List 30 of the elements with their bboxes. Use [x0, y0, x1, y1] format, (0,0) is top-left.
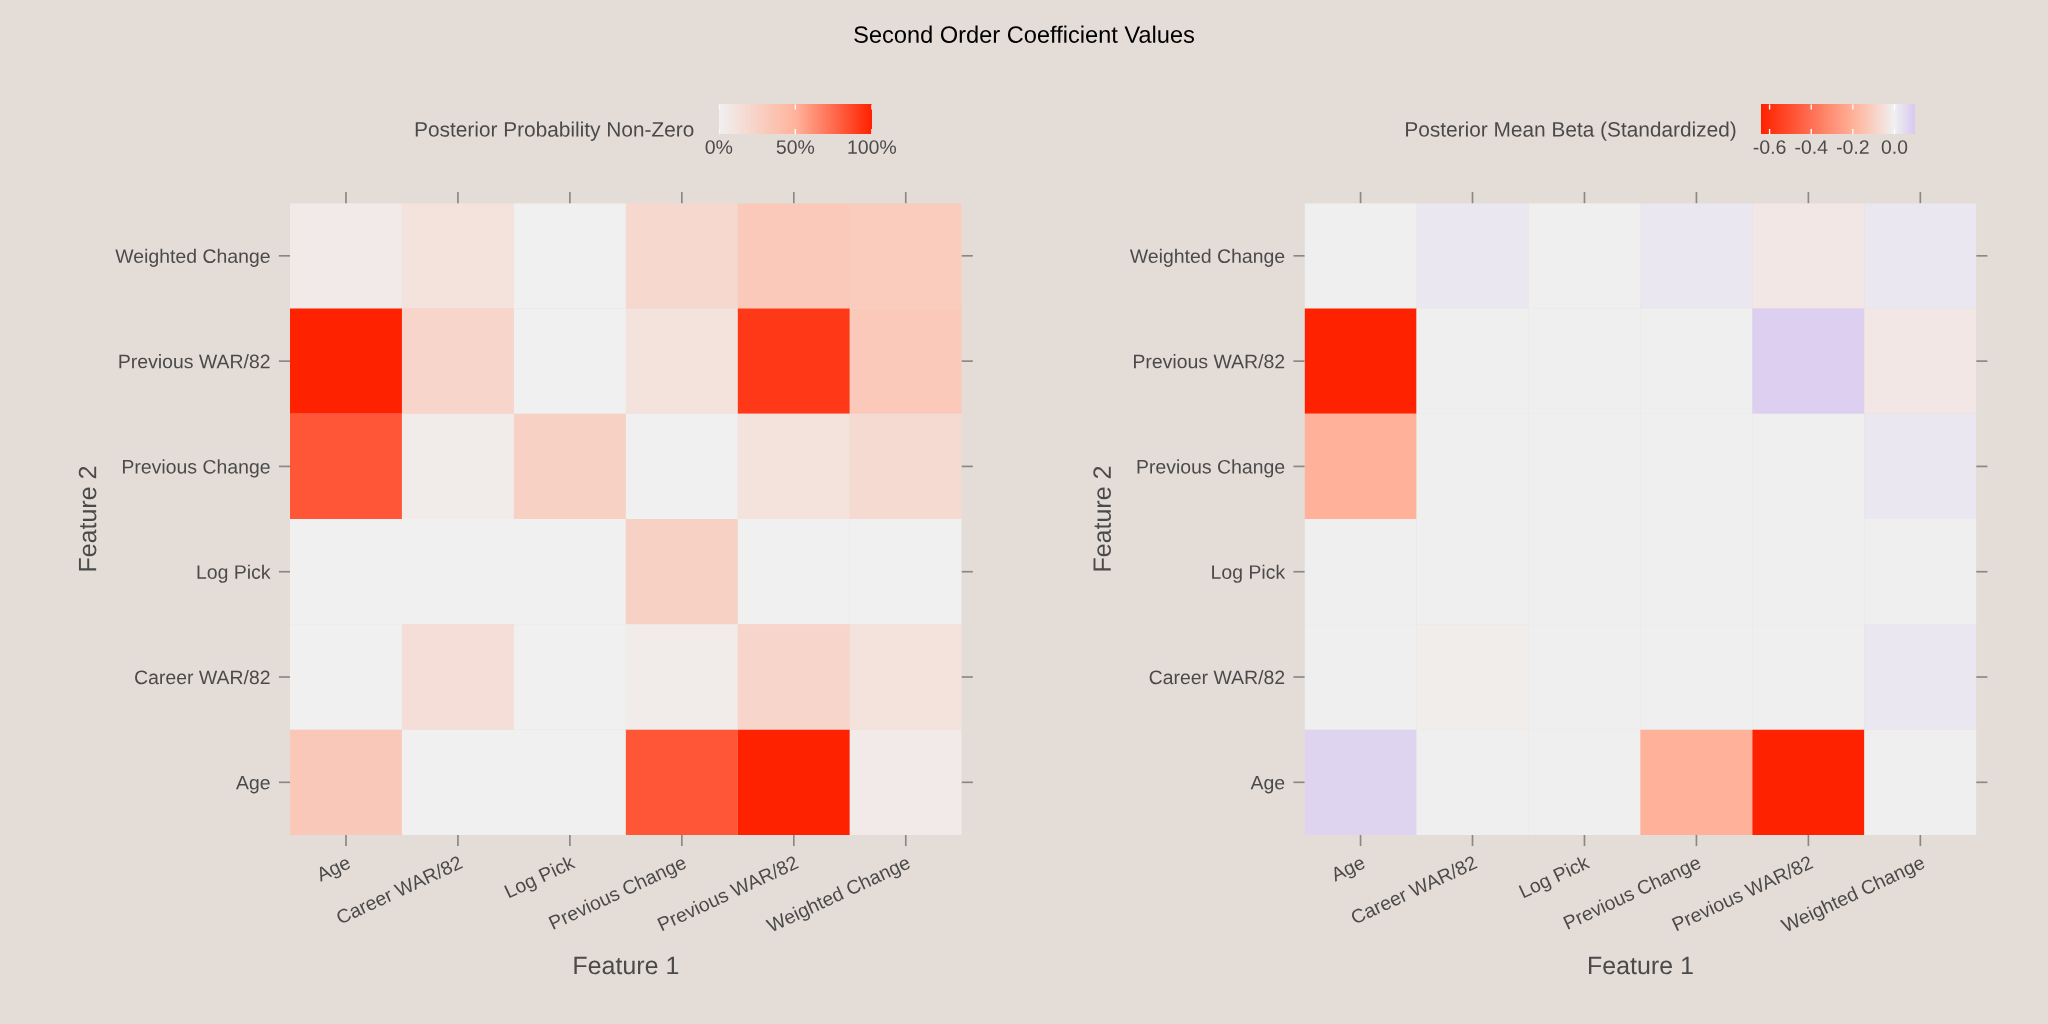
y-tick-label: Previous WAR/82: [119, 354, 270, 369]
x-tick-label: Age: [314, 855, 353, 886]
y-tick-label: Previous Change: [1137, 459, 1285, 478]
x-tick-label: Age: [1329, 855, 1368, 886]
y-axis-title: Feature 2: [1093, 466, 1111, 571]
y-tick-label: Career WAR/82: [135, 669, 270, 685]
color-bar-label: 100%: [848, 140, 897, 154]
color-bar-title: Posterior Mean Beta (Standardized): [1406, 121, 1736, 141]
x-axis-title: Feature 1: [574, 956, 679, 975]
color-bar-label: 0%: [705, 140, 733, 154]
y-tick-label: Log Pick: [197, 564, 271, 583]
text: Second Order Coefficient Values: [854, 25, 1195, 43]
y-tick-label: Log Pick: [1212, 564, 1286, 583]
x-tick-label: Log Pick: [1518, 854, 1593, 902]
x-axis-title: Feature 1: [1589, 956, 1693, 975]
y-tick-label: Previous Change: [122, 459, 270, 478]
color-bar-label: -0.6: [1753, 140, 1786, 154]
color-bar-label: 0.0: [1881, 140, 1908, 154]
x-tick-label: Log Pick: [503, 854, 578, 902]
color-bar-label: -0.2: [1836, 140, 1869, 154]
y-tick-label: Weighted Change: [1129, 248, 1285, 267]
y-tick-label: Career WAR/82: [1149, 669, 1285, 685]
y-axis-title: Feature 2: [78, 466, 97, 571]
color-bar-label: -0.4: [1795, 140, 1828, 154]
y-tick-label: Age: [1250, 775, 1285, 794]
color-bar-label: 50%: [776, 140, 815, 154]
y-tick-label: Previous WAR/82: [1134, 354, 1285, 369]
y-tick-label: Weighted Change: [115, 248, 270, 267]
color-bar-title: Posterior Probability Non-Zero: [415, 121, 694, 141]
y-tick-label: Age: [236, 775, 270, 794]
